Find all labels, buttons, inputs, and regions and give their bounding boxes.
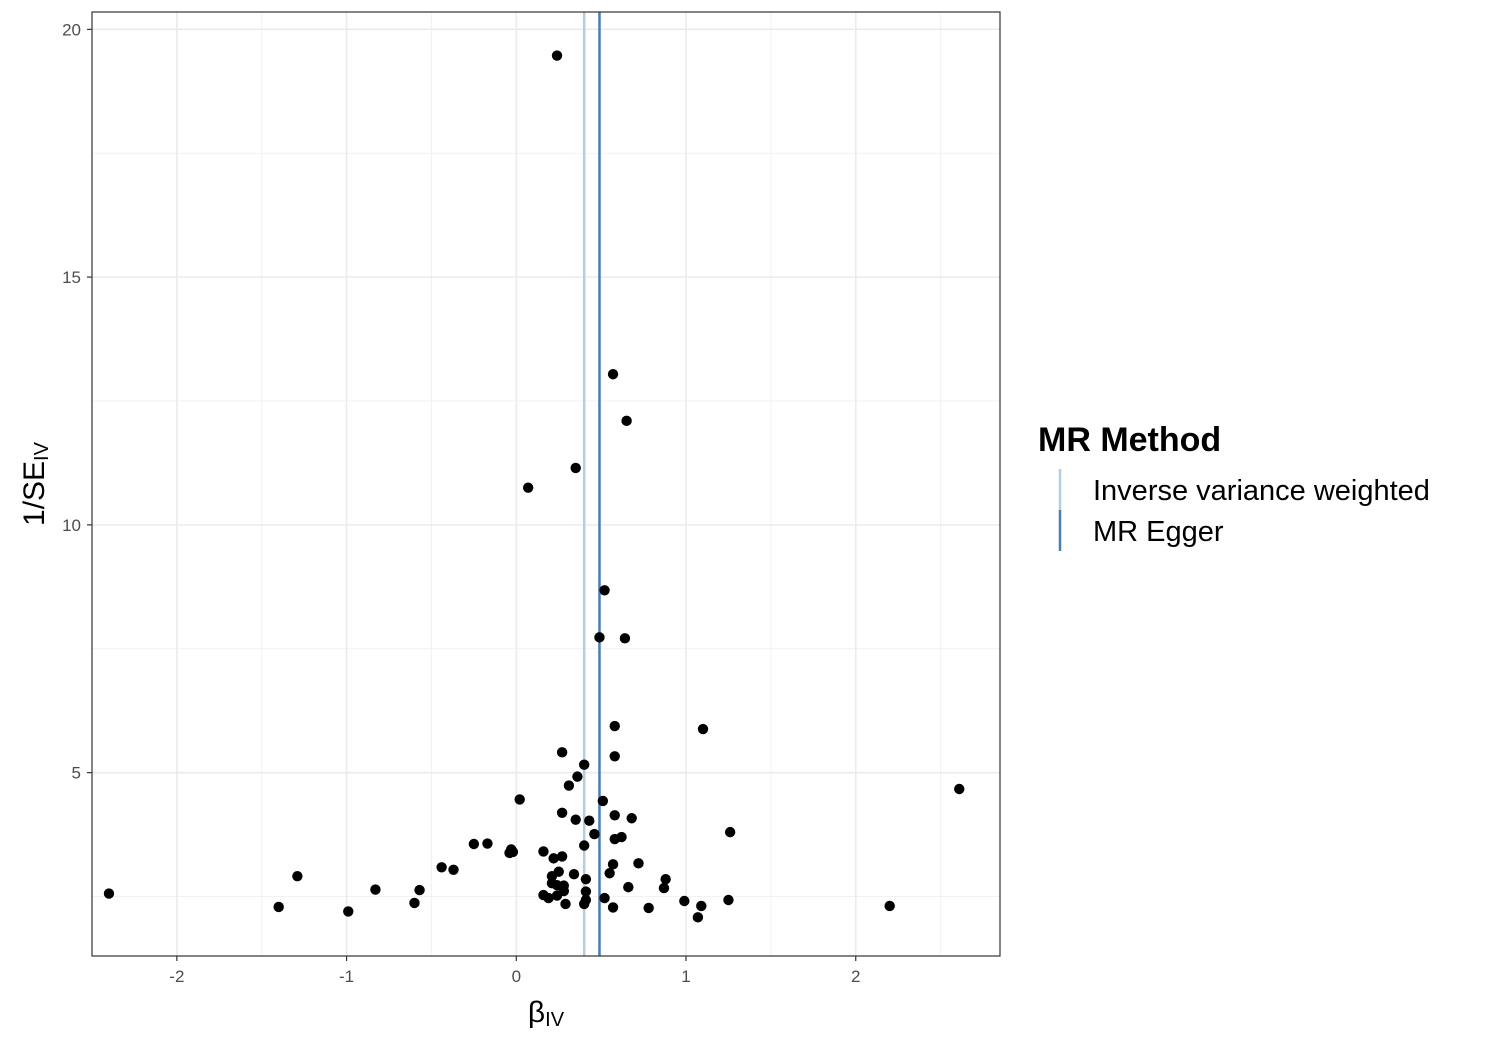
data-point [578,840,590,851]
data-point [568,869,580,880]
data-point [604,868,615,879]
data-point [884,900,895,912]
data-point [556,747,568,758]
data-point [556,807,568,818]
y-tick-label: 20 [62,20,81,39]
data-point [551,50,563,61]
data-point [589,828,600,840]
data-point [292,871,303,882]
data-point [697,723,709,735]
x-axis-ticks: -2 -1 0 1 2 [169,956,860,986]
data-point [103,888,115,899]
data-point [556,851,568,862]
data-point [599,892,610,904]
legend-label-egger: MR Egger [1093,516,1224,548]
data-point [560,898,571,910]
data-point [370,884,381,895]
data-point [578,759,590,770]
legend-label-ivw: Inverse variance weighted [1093,475,1430,507]
data-point [660,873,671,885]
data-point [563,780,575,791]
data-point [597,795,609,807]
data-point [692,912,704,923]
data-point [580,873,592,885]
data-point [343,906,354,917]
data-point [414,884,425,896]
data-point [658,882,670,894]
data-point [643,902,654,914]
y-axis-title-main: 1/SE [18,461,51,526]
data-point [609,720,620,732]
data-point [594,632,605,643]
y-axis-ticks: 5 10 15 20 [62,20,92,783]
data-point [570,814,581,825]
x-axis-title-main: β [528,996,545,1029]
legend: MR Method Inverse variance weighted MR E… [1038,421,1430,551]
plot-border [91,11,1001,957]
data-point [538,846,549,857]
x-tick-label: -2 [169,967,184,986]
y-tick-label: 10 [62,516,81,535]
data-point [507,846,519,858]
data-point [522,482,534,493]
data-point [448,864,459,875]
grid [91,12,1000,956]
y-axis-title-sub: IV [31,441,53,461]
y-axis-title: 1/SEIV [18,441,53,526]
data-points [103,50,965,923]
data-point [551,890,563,901]
data-point [584,815,595,826]
data-point [514,794,525,805]
data-point [607,902,619,913]
data-point [723,894,734,906]
data-point [580,886,592,897]
data-point [619,633,631,644]
y-tick-label: 5 [72,764,81,783]
data-point [436,862,447,873]
data-point [607,369,619,380]
x-tick-label: -1 [339,967,354,986]
plot-background [92,12,1000,956]
data-point [609,810,620,821]
data-point [599,585,610,596]
x-axis-title-sub: IV [545,1009,565,1031]
data-point [578,898,590,910]
data-point [724,826,736,838]
data-point [696,900,707,912]
data-point [607,859,619,870]
data-point [548,853,559,864]
data-point [482,838,493,849]
data-point [679,895,690,907]
data-point [633,858,644,869]
x-tick-label: 0 [512,967,521,986]
data-point [609,751,620,762]
data-point [570,462,581,474]
x-tick-label: 2 [851,967,860,986]
data-point [609,833,620,845]
data-point [468,838,480,850]
data-point [543,892,554,904]
x-tick-label: 1 [681,967,690,986]
data-point [572,771,583,782]
y-tick-label: 15 [62,268,81,287]
data-point [626,813,637,824]
data-point [273,901,284,913]
data-point [623,881,634,893]
legend-title: MR Method [1038,421,1221,459]
data-point [621,415,632,427]
x-axis-title: βIV [528,996,565,1031]
data-point [954,783,965,795]
data-point [409,897,420,909]
